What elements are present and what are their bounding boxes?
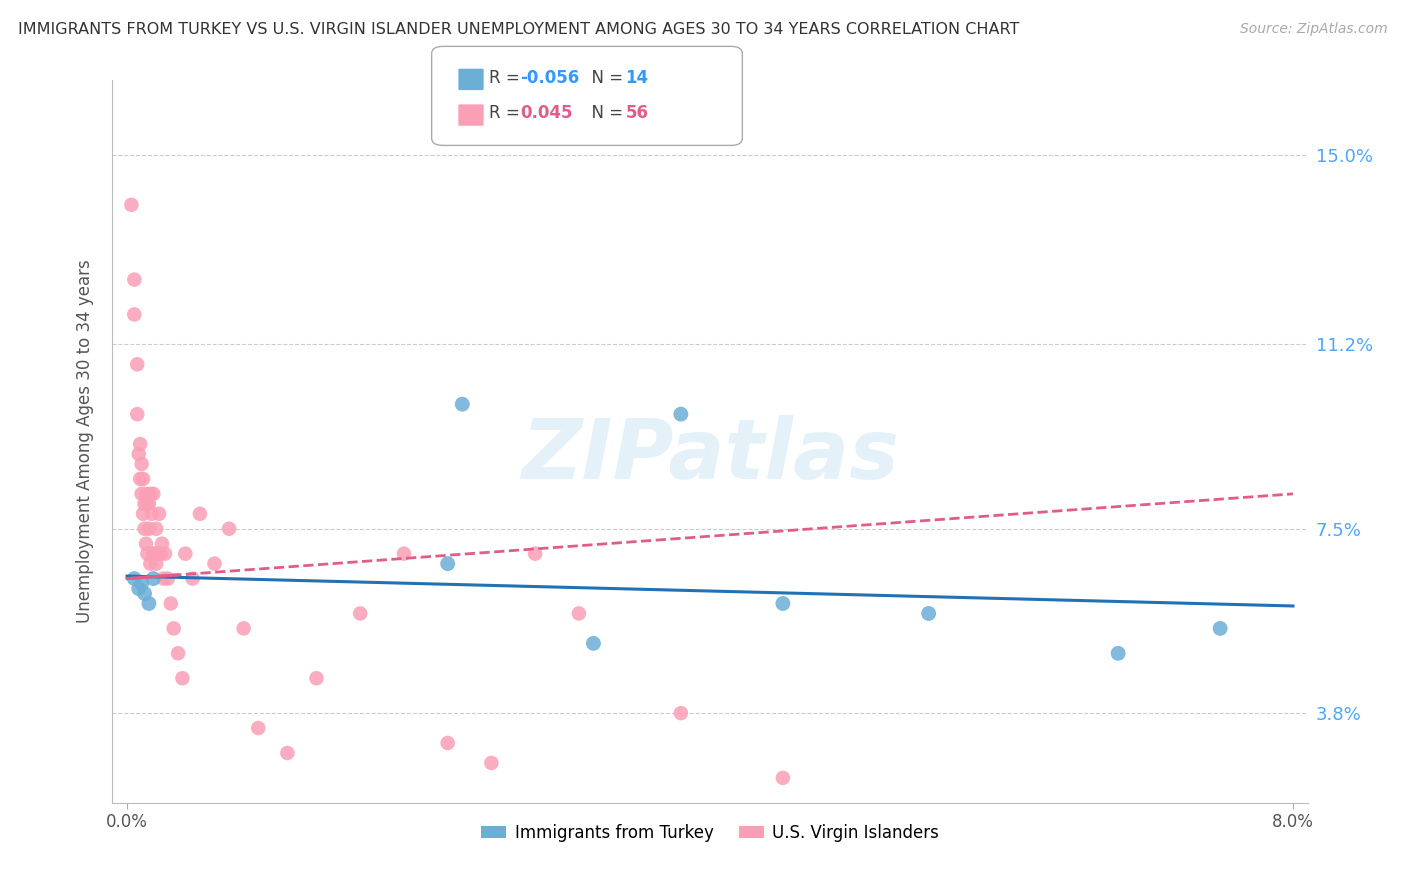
Point: [141, 507, 163, 521]
Point: [772, 771, 794, 785]
Point: [129, 472, 152, 486]
Point: [153, 547, 176, 561]
Point: [436, 736, 458, 750]
Point: [188, 507, 211, 521]
Point: [276, 746, 298, 760]
Point: [669, 407, 692, 421]
Point: [132, 472, 155, 486]
Point: [127, 357, 149, 371]
Text: -0.056: -0.056: [520, 69, 579, 87]
Point: [524, 547, 547, 561]
Point: [124, 572, 146, 586]
Text: 56: 56: [626, 104, 648, 122]
Point: [451, 397, 474, 411]
Point: [772, 597, 794, 611]
Point: [142, 547, 165, 561]
Point: [669, 706, 692, 720]
Point: [582, 636, 605, 650]
Point: [142, 572, 165, 586]
Point: [145, 557, 167, 571]
Text: 0.045: 0.045: [520, 104, 572, 122]
Text: ZIPatlas: ZIPatlas: [522, 416, 898, 497]
Point: [129, 437, 152, 451]
Point: [152, 572, 174, 586]
Point: [143, 547, 166, 561]
Point: [139, 487, 162, 501]
Point: [349, 607, 371, 621]
Point: [135, 487, 157, 501]
Text: N =: N =: [581, 69, 628, 87]
Point: [568, 607, 591, 621]
Point: [247, 721, 270, 735]
Point: [124, 272, 146, 286]
Point: [436, 557, 458, 571]
Point: [120, 198, 142, 212]
Text: R =: R =: [489, 69, 526, 87]
Point: [145, 522, 167, 536]
Point: [156, 572, 179, 586]
Point: [128, 447, 150, 461]
Point: [131, 487, 153, 501]
Point: [150, 537, 173, 551]
Point: [392, 547, 415, 561]
Y-axis label: Unemployment Among Ages 30 to 34 years: Unemployment Among Ages 30 to 34 years: [76, 260, 94, 624]
Point: [134, 497, 156, 511]
Point: [134, 586, 156, 600]
Point: [136, 547, 159, 561]
Point: [138, 522, 160, 536]
Point: [232, 621, 254, 635]
Point: [1209, 621, 1232, 635]
Point: [139, 557, 162, 571]
Text: 14: 14: [626, 69, 648, 87]
Point: [146, 547, 169, 561]
Point: [135, 537, 157, 551]
Point: [172, 671, 194, 685]
Point: [127, 407, 149, 421]
Point: [131, 576, 153, 591]
Legend: Immigrants from Turkey, U.S. Virgin Islanders: Immigrants from Turkey, U.S. Virgin Isla…: [475, 817, 945, 848]
Point: [481, 756, 503, 770]
Point: [128, 582, 150, 596]
Point: [131, 457, 153, 471]
Point: [132, 507, 155, 521]
Text: Source: ZipAtlas.com: Source: ZipAtlas.com: [1240, 22, 1388, 37]
Point: [136, 497, 159, 511]
Point: [138, 497, 160, 511]
Point: [159, 597, 181, 611]
Point: [174, 547, 197, 561]
Point: [149, 547, 172, 561]
Point: [917, 607, 939, 621]
Point: [218, 522, 240, 536]
Point: [138, 597, 160, 611]
Point: [167, 646, 190, 660]
Point: [163, 621, 186, 635]
Text: R =: R =: [489, 104, 526, 122]
Point: [124, 308, 146, 322]
Point: [204, 557, 226, 571]
Point: [148, 507, 170, 521]
Point: [1107, 646, 1129, 660]
Text: IMMIGRANTS FROM TURKEY VS U.S. VIRGIN ISLANDER UNEMPLOYMENT AMONG AGES 30 TO 34 : IMMIGRANTS FROM TURKEY VS U.S. VIRGIN IS…: [18, 22, 1019, 37]
Point: [305, 671, 328, 685]
Point: [181, 572, 204, 586]
Text: N =: N =: [581, 104, 628, 122]
Point: [134, 522, 156, 536]
Point: [142, 487, 165, 501]
